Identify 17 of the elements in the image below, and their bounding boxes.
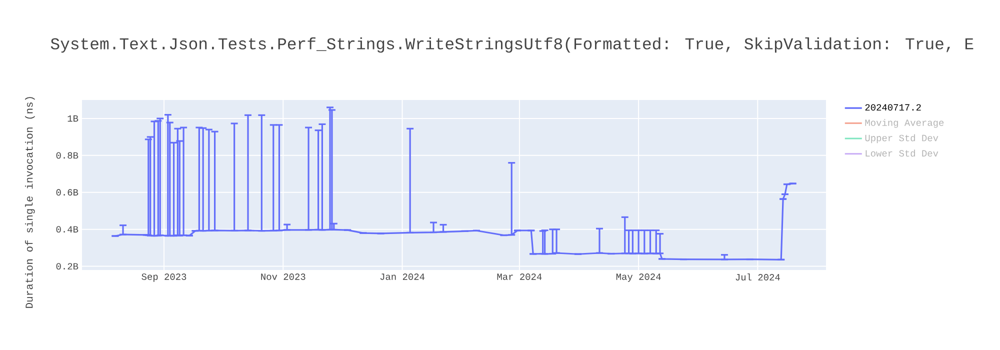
legend-label: Moving Average (865, 118, 944, 128)
y-axis-title: Duration of single invocation (ns) (25, 97, 35, 308)
legend-label: Lower Std Dev (866, 150, 938, 157)
x-tick-label: Sep 2023 (142, 274, 186, 282)
y-tick-label: 1B (68, 115, 78, 122)
legend-label: Upper Std Dev (865, 134, 938, 144)
y-tick-label: 0.4B (56, 226, 78, 233)
x-tick-label: May 2024 (616, 274, 661, 282)
y-tick-label: 0.8B (56, 152, 78, 159)
chart-title: System.Text.Json.Tests.Perf_Strings.WriteStringsUtf8(Formatted: True, SkipValidation: True, E (50, 37, 974, 53)
y-tick-label: 0.6B (56, 189, 78, 196)
y-tick-label: 0.2B (56, 263, 78, 270)
x-tick-label: Mar 2024 (497, 274, 542, 280)
x-tick-label: Jan 2024 (380, 274, 424, 280)
legend-label: 20240717.2 (865, 104, 921, 111)
x-tick-label: Jul 2024 (736, 274, 780, 280)
x-tick-label: Nov 2023 (261, 274, 306, 280)
